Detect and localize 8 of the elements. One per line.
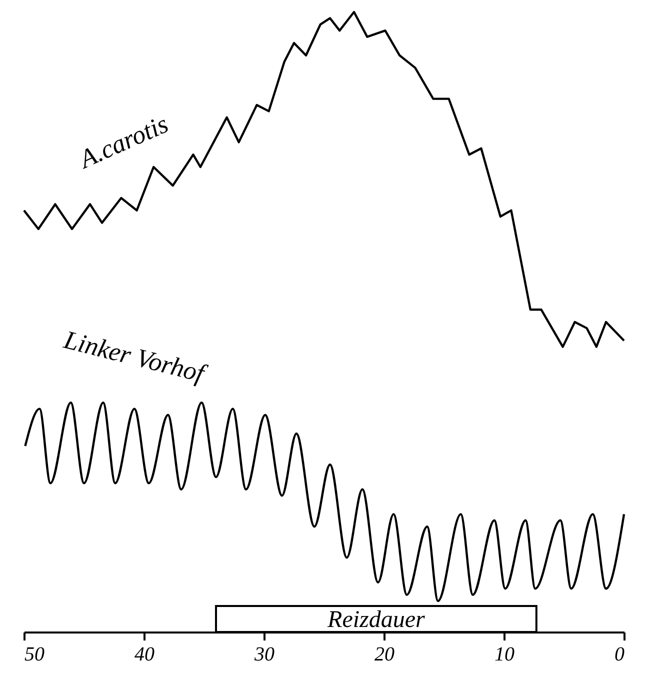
- x-tick-label: 0: [614, 644, 624, 666]
- x-tick-label: 20: [374, 644, 394, 666]
- x-tick-label: 30: [254, 644, 274, 666]
- x-tick-label: 40: [134, 644, 154, 666]
- text: Linker Vorhof: [60, 324, 211, 389]
- x-tick-label: 50: [24, 644, 44, 666]
- x-tick-label: 10: [494, 644, 514, 666]
- band-label: Reizdauer: [326, 607, 426, 633]
